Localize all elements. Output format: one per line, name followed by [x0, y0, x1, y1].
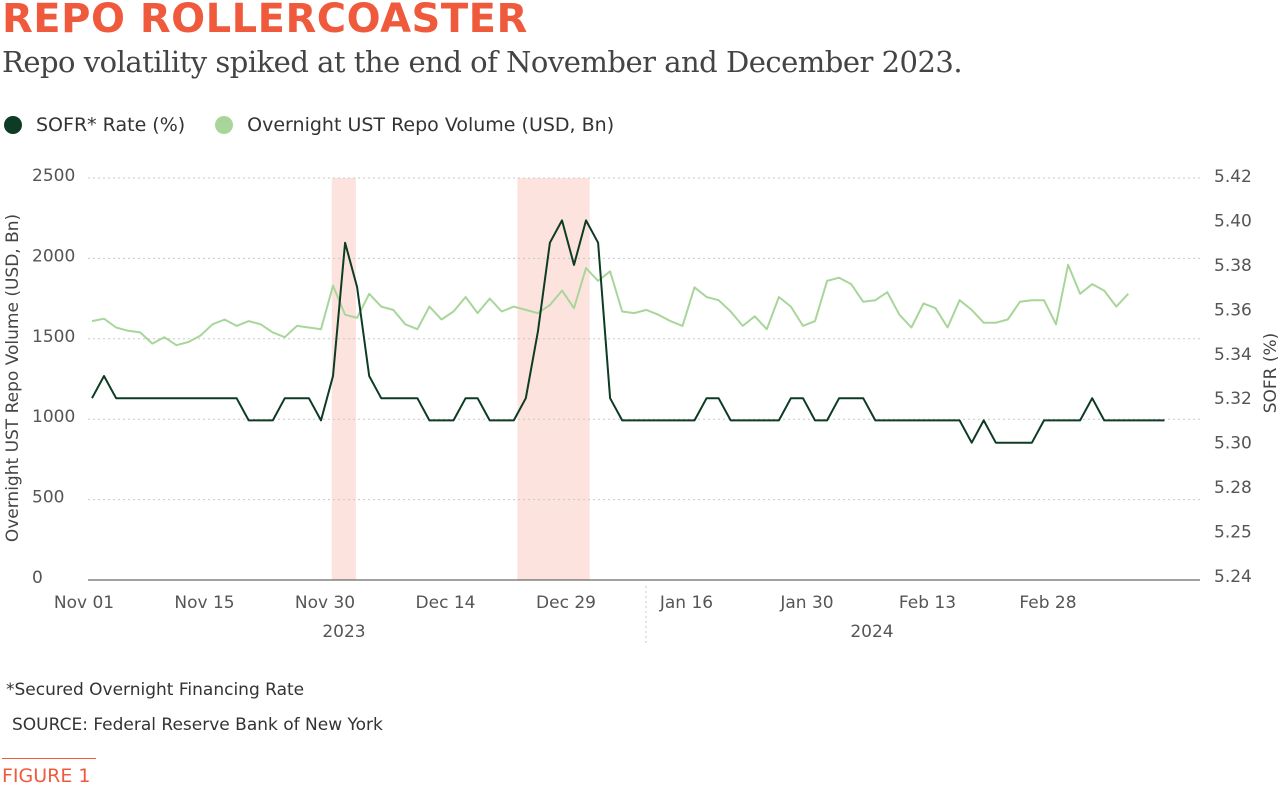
figure-label: FIGURE 1: [2, 765, 91, 787]
series-line-repo-volume: [91, 263, 1130, 347]
y-right-tick-label: 5.36: [1214, 300, 1252, 320]
y-left-tick-label: 1000: [32, 407, 75, 427]
chart-subtitle: Repo volatility spiked at the end of Nov…: [2, 45, 963, 79]
x-tick-label: Nov 01: [54, 593, 114, 613]
x-tick-label: Dec 14: [416, 593, 476, 613]
footnote: *Secured Overnight Financing Rate: [6, 680, 305, 700]
y-right-tick-label: 5.34: [1214, 345, 1252, 365]
x-tick-label: Dec 29: [536, 593, 596, 613]
year-label-2024: 2024: [850, 622, 893, 642]
legend-item-sofr: SOFR* Rate (%): [4, 114, 185, 136]
y-right-axis-title: SOFR (%): [1261, 333, 1280, 414]
year-label-2023: 2023: [322, 622, 365, 642]
y-right-tick-label: 5.32: [1214, 389, 1252, 409]
y-right-tick-label: 5.28: [1214, 478, 1252, 498]
y-left-tick-label: 1500: [32, 327, 75, 347]
y-right-tick-label: 5.38: [1214, 256, 1252, 276]
x-tick-label: Feb 13: [899, 593, 956, 613]
y-right-tick-label: 5.42: [1214, 167, 1252, 187]
x-tick-label: Nov 30: [295, 593, 355, 613]
y-right-tick-label: 5.30: [1214, 434, 1252, 454]
legend-label-volume: Overnight UST Repo Volume (USD, Bn): [247, 114, 615, 136]
x-tick-label: Nov 15: [174, 593, 234, 613]
y-left-tick-label: 0: [32, 568, 43, 588]
y-left-tick-label: 500: [32, 488, 64, 508]
y-right-tick-label: 5.24: [1214, 567, 1252, 587]
x-tick-label: Feb 28: [1019, 593, 1076, 613]
y-left-tick-label: 2500: [32, 166, 75, 186]
highlight-band-2: [517, 178, 590, 580]
highlight-band-1: [331, 178, 356, 580]
legend: SOFR* Rate (%) Overnight UST Repo Volume…: [4, 114, 644, 136]
figure-rule: [2, 758, 96, 759]
y-left-axis-title: Overnight UST Repo Volume (USD, Bn): [3, 214, 23, 542]
x-tick-label: Jan 30: [779, 593, 833, 613]
legend-swatch-volume: [215, 116, 234, 134]
legend-swatch-sofr: [4, 116, 22, 134]
y-left-tick-label: 2000: [32, 246, 75, 266]
legend-item-volume: Overnight UST Repo Volume (USD, Bn): [215, 114, 614, 136]
source-note: SOURCE: Federal Reserve Bank of New York: [12, 715, 383, 735]
chart-title: REPO ROLLERCOASTER: [2, 0, 528, 42]
y-right-tick-label: 5.40: [1214, 211, 1252, 231]
line-chart: 2500 2000 1500 1000 500 0 5.42 5.40 5.38 5.36 5.34…: [3, 166, 1280, 644]
series-line-sofr: [91, 219, 1165, 444]
x-tick-label: Jan 16: [659, 593, 713, 613]
y-right-tick-label: 5.25: [1214, 523, 1252, 543]
legend-label-sofr: SOFR* Rate (%): [36, 114, 186, 136]
